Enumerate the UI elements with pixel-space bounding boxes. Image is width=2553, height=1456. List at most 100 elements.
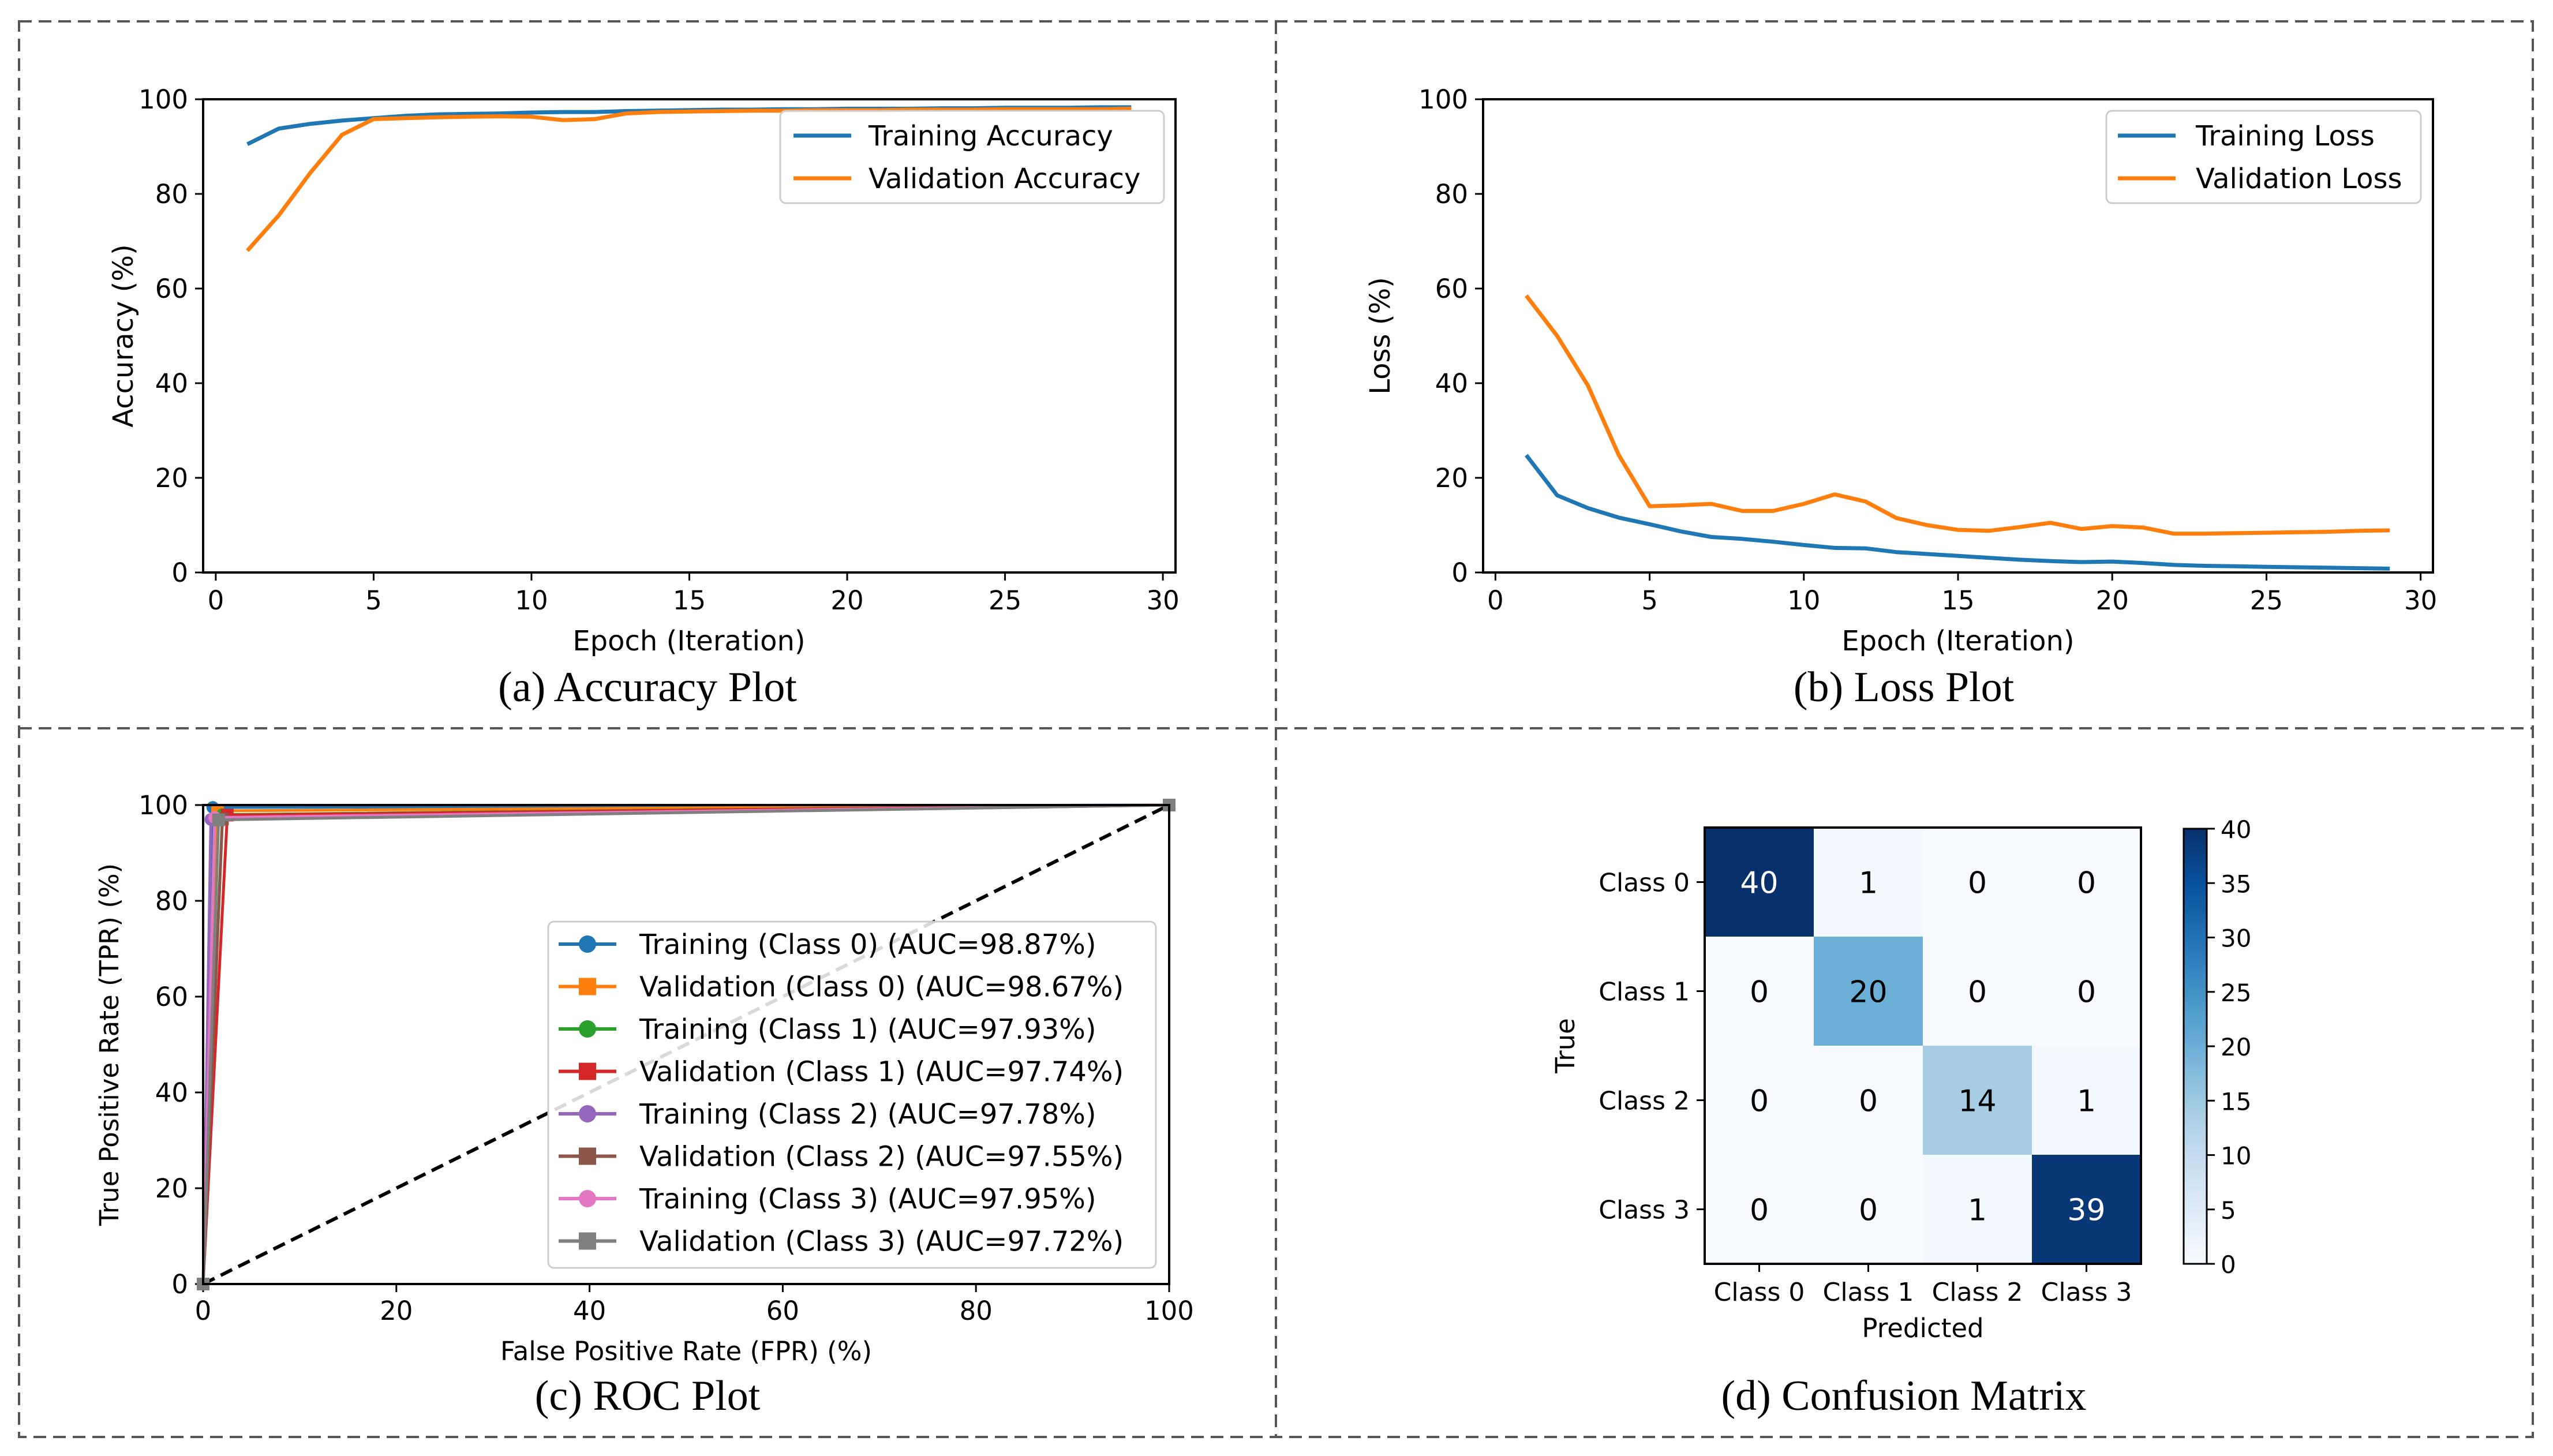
loss-xtick-label: 15 [1941, 585, 1974, 616]
colorbar-ticks: 0 5 10 15 20 25 30 35 40 [2207, 815, 2251, 1279]
roc-legend-label: Training (Class 2) (AUC=97.78%) [639, 1098, 1096, 1131]
loss-ytick-label: 60 [1435, 274, 1468, 304]
accuracy-axes: 0 5 10 15 20 25 30 0 20 40 60 80 100 [138, 84, 1180, 616]
cm-cell [2032, 828, 2141, 937]
loss-lines [1525, 294, 2390, 571]
accuracy-xtick-label: 15 [673, 585, 706, 616]
cm-cell [2032, 1155, 2141, 1264]
accuracy-panel: 0 5 10 15 20 25 30 0 20 40 60 80 100 Training Accura… [107, 84, 1180, 711]
cm-ytick-label: Class 1 [1599, 978, 1690, 1007]
caption-b: (b) Loss Plot [1794, 664, 2015, 711]
colorbar-tick-label: 10 [2221, 1142, 2251, 1170]
roc-plot-frame [202, 804, 1170, 1285]
cm-cell-value: 14 [1958, 1084, 1996, 1119]
accuracy-xtick-label: 10 [515, 585, 548, 616]
loss-xtick-label: 30 [2404, 585, 2437, 616]
roc-ylabel: True Positive Rate (TPR) (%) [94, 863, 125, 1226]
caption-c: (c) ROC Plot [535, 1372, 761, 1420]
accuracy-legend: Training Accuracy Validation Accuracy [779, 110, 1165, 204]
legend-label-training-accuracy: Training Accuracy [868, 120, 1113, 152]
loss-series-validation-loss [1525, 294, 2390, 536]
cm-ytick-label: Class 2 [1599, 1087, 1690, 1116]
loss-xtick-label: 25 [2250, 585, 2283, 616]
confusion-xlabel: Predicted [1862, 1313, 1983, 1343]
cm-cell [1705, 828, 1814, 937]
cm-cell-value: 20 [1849, 975, 1887, 1010]
cm-cell-value: 0 [1750, 1193, 1769, 1228]
accuracy-xtick-label: 0 [208, 585, 224, 616]
confusion-cells: 40 1 0 0 0 20 0 0 0 0 14 1 0 0 1 39 [1705, 828, 2141, 1264]
roc-legend-marker [579, 1147, 596, 1165]
roc-legend-label: Training (Class 3) (AUC=97.95%) [639, 1183, 1096, 1215]
roc-axes: 0 20 40 60 80 100 0 20 40 60 80 100 [138, 790, 1194, 1326]
confusion-frame [1704, 826, 2142, 1265]
cm-cell [1923, 937, 2032, 1046]
roc-legend-label: Validation (Class 1) (AUC=97.74%) [639, 1056, 1124, 1088]
colorbar-tick-label: 25 [2221, 979, 2251, 1007]
colorbar-tick-label: 5 [2221, 1196, 2236, 1225]
legend-label-training-loss: Training Loss [2195, 120, 2375, 152]
cm-xtick-label: Class 2 [1932, 1278, 2023, 1307]
roc-legend-marker [579, 1190, 596, 1207]
accuracy-xtick-label: 30 [1146, 585, 1179, 616]
cm-cell [1814, 937, 1923, 1046]
cm-xtick-label: Class 1 [1823, 1278, 1914, 1307]
roc-legend-marker [579, 1020, 596, 1038]
confusion-ylabel: True [1550, 1018, 1581, 1074]
cm-cell-value: 1 [2077, 1084, 2096, 1119]
roc-legend-marker [579, 935, 596, 953]
cm-xtick-label: Class 0 [1714, 1278, 1805, 1307]
cm-cell-value: 1 [1859, 866, 1878, 901]
roc-ytick-label: 0 [171, 1269, 188, 1300]
loss-xtick-label: 20 [2096, 585, 2129, 616]
cm-cell [1814, 828, 1923, 937]
accuracy-xtick-label: 20 [830, 585, 863, 616]
accuracy-ytick-label: 0 [171, 557, 188, 588]
roc-legend-label: Training (Class 1) (AUC=97.93%) [639, 1013, 1096, 1046]
loss-axes: 0 5 10 15 20 25 30 0 20 40 60 80 100 [1418, 84, 2437, 616]
cm-ytick-label: Class 0 [1599, 869, 1690, 898]
accuracy-ytick-label: 80 [155, 179, 188, 209]
accuracy-legend-box [779, 110, 1165, 204]
loss-ytick-label: 20 [1435, 463, 1468, 493]
legend-label-validation-loss: Validation Loss [2196, 163, 2402, 195]
cm-cell [1923, 828, 2032, 937]
accuracy-ylabel: Accuracy (%) [107, 244, 140, 427]
roc-xtick-label: 40 [573, 1296, 606, 1326]
colorbar-tick-label: 15 [2221, 1087, 2251, 1116]
cm-cell-value: 39 [2067, 1193, 2105, 1228]
roc-point [212, 813, 225, 826]
cm-cell-value: 0 [1859, 1084, 1878, 1119]
roc-xtick-label: 60 [766, 1296, 799, 1326]
roc-ytick-label: 40 [155, 1077, 188, 1108]
colorbar [2183, 828, 2208, 1265]
cm-cell-value: 0 [2077, 866, 2096, 901]
loss-ytick-label: 0 [1451, 557, 1468, 588]
loss-xtick-label: 5 [1641, 585, 1658, 616]
roc-legend-label: Training (Class 0) (AUC=98.87%) [639, 929, 1096, 961]
roc-legend-marker [579, 1232, 596, 1250]
roc-ytick-label: 100 [138, 790, 188, 821]
roc-legend-label: Validation (Class 0) (AUC=98.67%) [639, 971, 1124, 1004]
panel-borders [18, 20, 2534, 1438]
cm-cell-value: 0 [1968, 975, 1987, 1010]
accuracy-xtick-label: 5 [365, 585, 382, 616]
accuracy-lines [245, 105, 1132, 252]
roc-ytick-label: 80 [155, 886, 188, 916]
roc-legend-marker [579, 1062, 596, 1080]
cm-cell-value: 0 [2077, 975, 2096, 1010]
cm-cell-value: 0 [1859, 1193, 1878, 1228]
roc-xtick-label: 100 [1144, 1296, 1194, 1326]
loss-series-training-loss [1525, 454, 2390, 571]
accuracy-ytick-label: 20 [155, 463, 188, 493]
loss-ytick-label: 100 [1418, 84, 1468, 115]
cm-cell [1923, 1155, 2032, 1264]
caption-d: (d) Confusion Matrix [1721, 1372, 2086, 1420]
cm-cell [2032, 1046, 2141, 1155]
roc-xtick-label: 20 [380, 1296, 413, 1326]
confusion-panel: 40 1 0 00 20 0 00 0 14 10 0 1 39 Class 0 Class 1 Class… [1550, 815, 2251, 1420]
cm-cell-value: 1 [1968, 1193, 1987, 1228]
legend-label-validation-accuracy: Validation Accuracy [869, 163, 1140, 195]
roc-ytick-label: 60 [155, 982, 188, 1012]
